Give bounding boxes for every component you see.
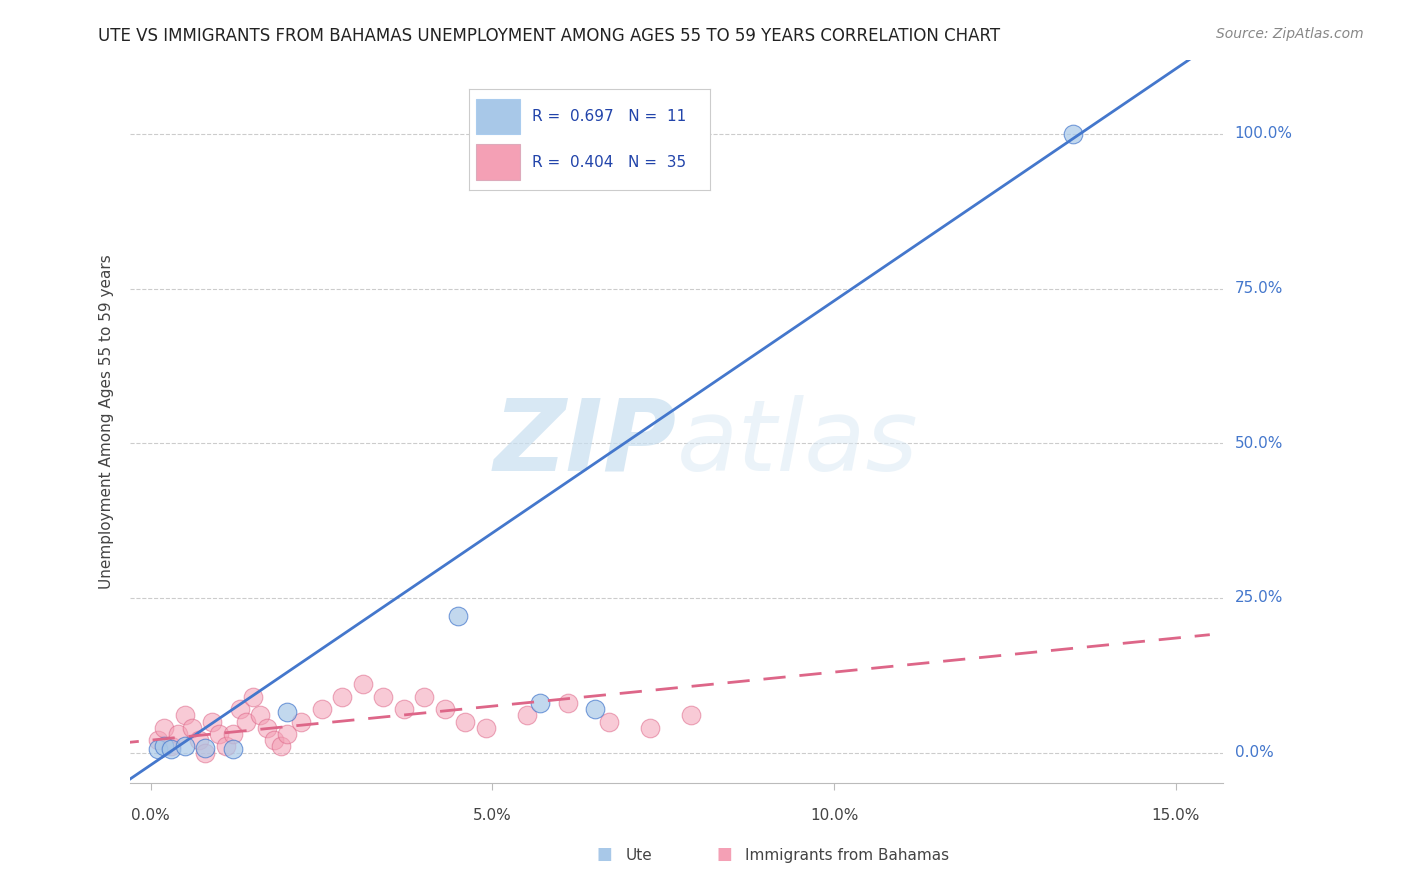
Text: 50.0%: 50.0% (1234, 435, 1282, 450)
Point (146, 742, 169, 756)
Text: 75.0%: 75.0% (1234, 281, 1282, 296)
Point (290, 714, 312, 729)
Point (529, 696, 551, 710)
Point (557, 696, 579, 710)
Point (160, 742, 183, 756)
Point (516, 708, 538, 723)
Point (201, 714, 224, 729)
Point (352, 677, 374, 691)
Point (638, 721, 661, 735)
Point (222, 742, 245, 756)
Point (174, 708, 197, 723)
Text: ■: ■ (716, 846, 733, 863)
Point (679, 708, 702, 723)
Point (222, 727, 245, 741)
Text: 10.0%: 10.0% (810, 808, 858, 823)
Point (167, 727, 190, 741)
Point (194, 746, 217, 760)
Point (1062, 127, 1084, 141)
Text: 100.0%: 100.0% (1234, 127, 1292, 141)
Point (153, 739, 176, 754)
Point (276, 706, 298, 720)
Text: 5.0%: 5.0% (472, 808, 512, 823)
Point (311, 702, 333, 716)
Point (249, 708, 271, 723)
Point (215, 739, 238, 754)
Point (160, 739, 183, 754)
Point (447, 609, 470, 624)
Point (276, 727, 298, 741)
Point (371, 690, 394, 704)
Point (194, 740, 217, 755)
Point (330, 690, 353, 704)
Point (235, 714, 257, 729)
Text: ■: ■ (596, 846, 613, 863)
Point (413, 690, 436, 704)
Point (228, 702, 250, 716)
Text: Immigrants from Bahamas: Immigrants from Bahamas (745, 848, 949, 863)
Point (174, 739, 197, 754)
Point (256, 721, 278, 735)
Point (146, 733, 169, 747)
Point (208, 727, 231, 741)
Point (187, 733, 209, 747)
Text: 15.0%: 15.0% (1152, 808, 1199, 823)
Y-axis label: Unemployment Among Ages 55 to 59 years: Unemployment Among Ages 55 to 59 years (100, 254, 114, 589)
Point (474, 721, 496, 735)
Text: Ute: Ute (626, 848, 652, 863)
Point (598, 714, 620, 729)
Point (153, 721, 176, 735)
Text: 0.0%: 0.0% (1234, 745, 1274, 760)
Point (433, 702, 456, 716)
Text: 25.0%: 25.0% (1234, 591, 1282, 606)
Text: UTE VS IMMIGRANTS FROM BAHAMAS UNEMPLOYMENT AMONG AGES 55 TO 59 YEARS CORRELATIO: UTE VS IMMIGRANTS FROM BAHAMAS UNEMPLOYM… (98, 27, 1001, 45)
Text: Source: ZipAtlas.com: Source: ZipAtlas.com (1216, 27, 1364, 41)
Point (270, 739, 292, 754)
Point (392, 702, 415, 716)
Point (583, 702, 606, 716)
Point (454, 714, 477, 729)
Point (180, 721, 202, 735)
Text: ZIP: ZIP (494, 395, 676, 491)
Text: atlas: atlas (676, 395, 918, 491)
Point (242, 690, 264, 704)
Text: 0.0%: 0.0% (131, 808, 170, 823)
Point (263, 733, 285, 747)
